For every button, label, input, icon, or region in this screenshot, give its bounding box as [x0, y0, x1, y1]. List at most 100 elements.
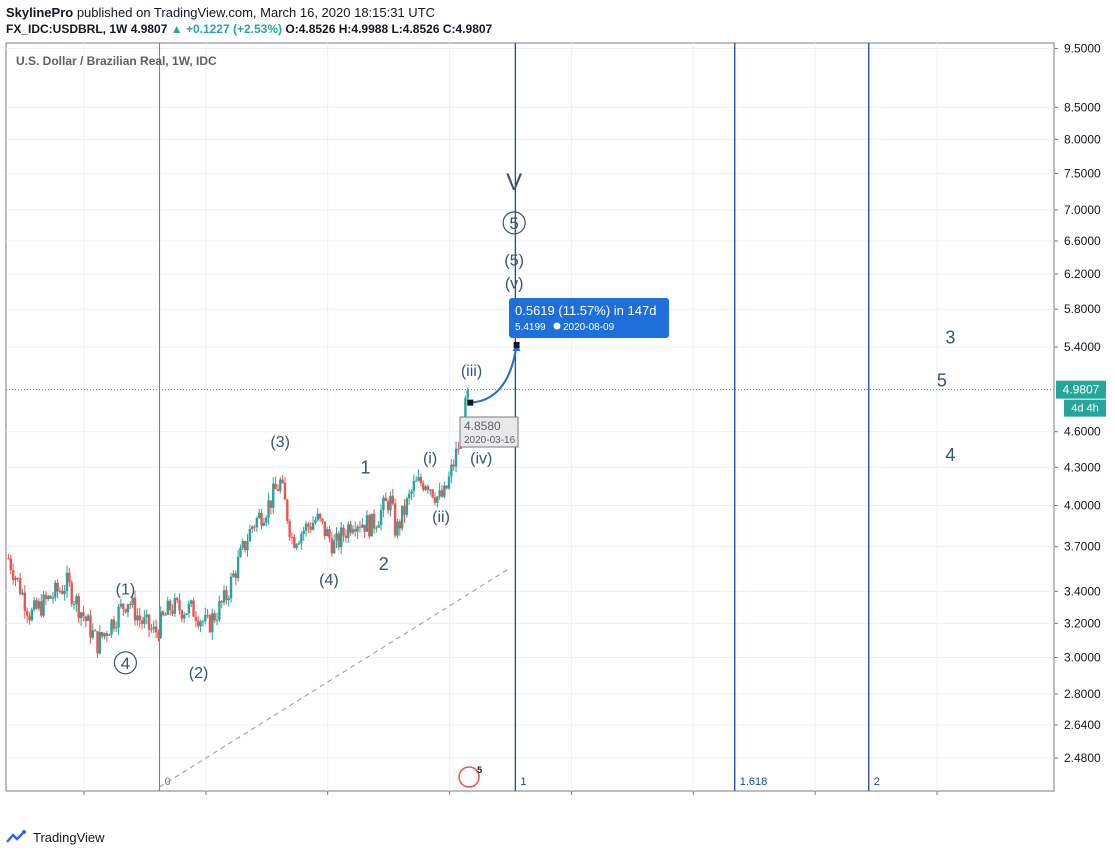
projection-date: 2020-08-09	[563, 322, 615, 333]
candle-body	[91, 630, 95, 638]
wave-label[interactable]: (ii)	[432, 509, 450, 526]
candle-body	[234, 573, 237, 579]
projection-sub: 5.4199	[515, 322, 546, 333]
candle-body	[365, 515, 369, 532]
candle-body	[108, 634, 111, 636]
candle-body	[44, 594, 48, 600]
candle-body	[168, 600, 172, 611]
projection-start-handle[interactable]	[467, 399, 474, 406]
candle-body	[274, 483, 277, 490]
wave-label[interactable]: V	[506, 169, 522, 196]
candle-body	[375, 527, 378, 529]
marker-date: 2020-03-16	[464, 435, 516, 446]
projection-end-handle[interactable]	[513, 342, 520, 349]
candle-body	[267, 500, 270, 518]
wave-label[interactable]: (v)	[505, 276, 524, 293]
projection-arc[interactable]	[470, 344, 518, 404]
y-tick-label: 9.5000	[1064, 42, 1101, 56]
candle-body	[23, 592, 27, 612]
candle-body	[122, 603, 125, 609]
candle-body	[279, 479, 282, 492]
event-badge-icon[interactable]	[458, 766, 480, 788]
wave-label[interactable]: 4	[945, 445, 955, 465]
candle-body	[218, 601, 221, 620]
candle-body	[222, 590, 226, 603]
candle-body	[351, 529, 355, 533]
candle-body	[340, 527, 343, 548]
author-name[interactable]: SkylinePro	[6, 5, 74, 20]
candle-body	[79, 612, 83, 619]
candle-body	[363, 524, 366, 532]
candle-body	[431, 489, 434, 498]
wave-label[interactable]: (1)	[116, 581, 136, 598]
candle-body	[358, 526, 362, 528]
candle-body	[117, 606, 120, 628]
candle-body	[185, 613, 188, 615]
wave-label[interactable]: 5	[937, 370, 947, 390]
candle-body	[318, 513, 322, 519]
y-tick-label: 6.6000	[1064, 234, 1101, 248]
wave-label[interactable]: (5)	[504, 253, 524, 270]
candle-body	[464, 397, 467, 432]
candle-body	[199, 621, 202, 627]
candle-body	[445, 485, 448, 489]
candle-body	[422, 483, 425, 490]
candle-body	[386, 500, 390, 511]
time-axis[interactable]: 20172018201920202021202220232024	[71, 791, 951, 800]
wave-label[interactable]: (iii)	[461, 363, 482, 380]
wave-label[interactable]: (iv)	[470, 451, 492, 468]
candle-body	[112, 619, 116, 629]
candle-body	[405, 498, 409, 515]
candle-body	[314, 520, 317, 523]
candle-body	[150, 629, 153, 631]
candle-body	[330, 538, 334, 554]
candle-body	[225, 590, 228, 601]
candle-body	[443, 485, 446, 497]
candle-body	[400, 505, 404, 529]
candle-body	[182, 614, 186, 619]
candle-body	[440, 490, 444, 497]
trend-line[interactable]	[159, 568, 510, 788]
candle-body	[377, 524, 380, 528]
wave-circled-label[interactable]: 5	[509, 214, 518, 233]
grid	[6, 43, 1054, 791]
candle-body	[321, 518, 324, 522]
wave-label[interactable]: 3	[945, 327, 955, 347]
wave-label[interactable]: 2	[379, 554, 389, 574]
candle-body	[9, 558, 12, 571]
candle-body	[61, 590, 64, 594]
wave-circled-label[interactable]: 4	[121, 654, 130, 673]
candle-body	[379, 510, 383, 525]
change-value: ▲ +0.1227 (+2.53%)	[170, 22, 283, 36]
candle-body	[227, 598, 230, 601]
candle-body	[243, 541, 247, 551]
countdown-tag	[1064, 399, 1106, 417]
candle-body	[269, 500, 273, 508]
candle-body	[356, 526, 359, 532]
candle-body	[436, 496, 439, 503]
wave-label[interactable]: (3)	[270, 434, 290, 451]
candle-body	[354, 529, 357, 532]
candle-body	[164, 614, 167, 616]
candle-body	[157, 632, 160, 638]
candle-body	[40, 601, 43, 616]
footer-brand[interactable]: TradingView	[33, 829, 105, 845]
candle-body	[206, 615, 209, 617]
candle-body	[65, 572, 69, 592]
candle-body	[229, 576, 233, 599]
y-tick-label: 6.2000	[1064, 267, 1101, 281]
candle-body	[309, 526, 312, 530]
fib-time-label: 2	[874, 776, 880, 788]
wave-label[interactable]: (4)	[319, 572, 339, 589]
wave-label[interactable]: (2)	[189, 665, 209, 682]
candle-body	[398, 521, 401, 529]
price-axis[interactable]: 9.5000 8.5000 8.0000 7.5000 7.0000 6.6000 6.20…	[1054, 42, 1106, 766]
marker-value: 4.8580	[464, 419, 501, 433]
event-badge-count: 5	[477, 765, 482, 775]
candle-body	[201, 621, 205, 623]
candle-body	[300, 533, 303, 544]
wave-label[interactable]: 1	[360, 457, 370, 477]
candle-body	[250, 526, 254, 530]
wave-label[interactable]: (i)	[423, 451, 437, 468]
